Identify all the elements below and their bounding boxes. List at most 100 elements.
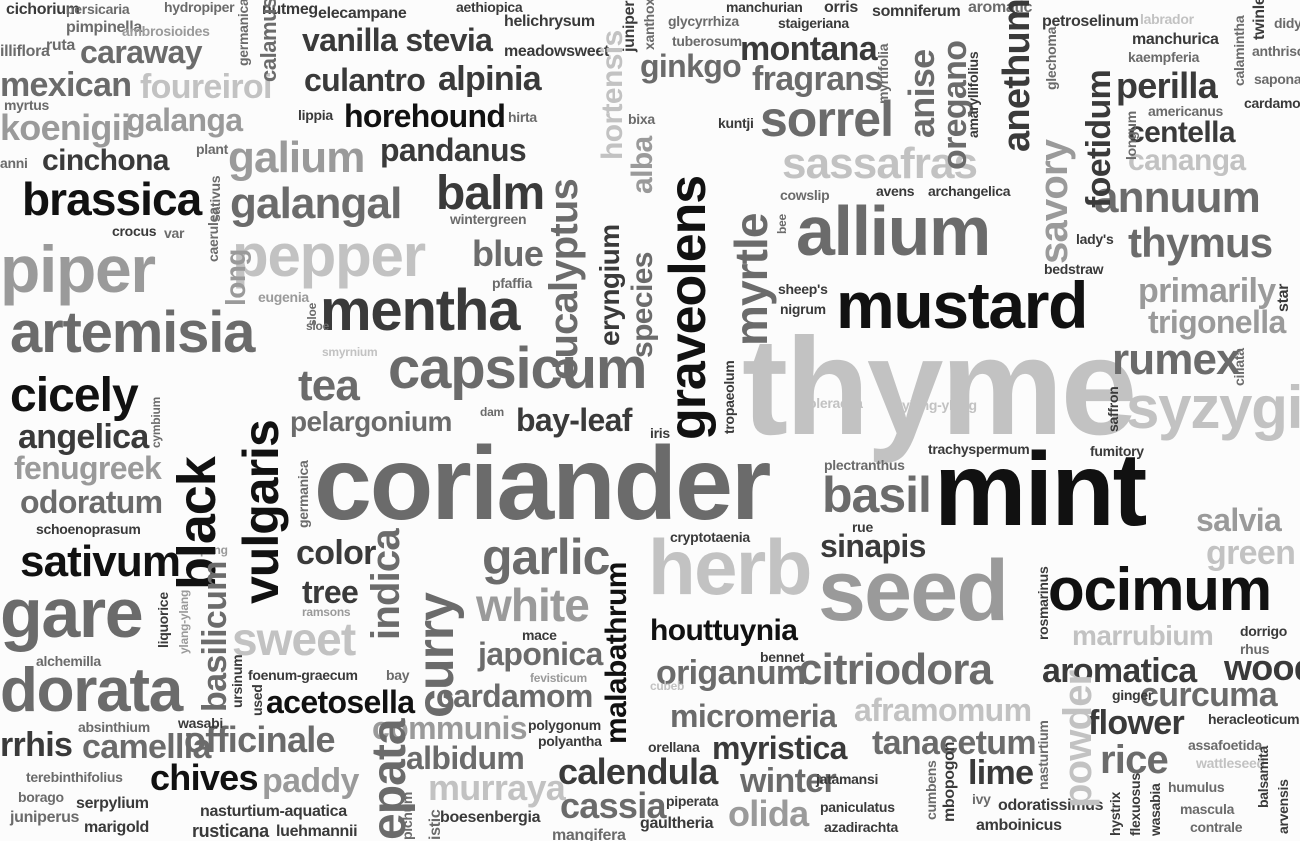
- word-foenum-graecum: foenum-graecum: [248, 667, 358, 683]
- word-angelica: angelica: [18, 418, 149, 456]
- word-galanga: galanga: [126, 102, 243, 138]
- word-cardamomum: cardamomum: [1244, 95, 1300, 111]
- word-balsamita: balsamita: [1255, 745, 1271, 808]
- word-nasturtium-aquatica: nasturtium-aquatica: [200, 803, 347, 820]
- word-alba: alba: [626, 136, 659, 194]
- word-culantro: culantro: [304, 62, 426, 98]
- word-tuberosum: tuberosum: [672, 33, 742, 49]
- word-rhus: rhus: [1240, 641, 1270, 657]
- word-pichum: pichum: [399, 791, 415, 840]
- word-pelargonium: pelargonium: [290, 406, 452, 437]
- word-mace: mace: [522, 627, 557, 643]
- word-seed: seed: [818, 543, 1009, 639]
- word-calamintha: calamintha: [1231, 15, 1247, 86]
- word-helichrysum: helichrysum: [504, 13, 595, 30]
- word-capsicum: capsicum: [388, 336, 647, 401]
- word-pimpinella: pimpinella: [66, 19, 142, 36]
- word-twinleaf: twinleaf: [1251, 0, 1268, 40]
- word-flower: flower: [1088, 704, 1185, 742]
- word-bennet: bennet: [760, 649, 805, 665]
- word-saffron: saffron: [1105, 386, 1121, 433]
- word-sorrel: sorrel: [760, 91, 894, 147]
- word-micromeria: micromeria: [670, 698, 837, 734]
- word-pandanus: pandanus: [380, 132, 527, 168]
- word-manchurica: manchurica: [1132, 31, 1219, 48]
- word-contrale: contrale: [1190, 819, 1243, 835]
- word-annuum: annuum: [1094, 173, 1261, 222]
- word-indica: indica: [364, 529, 408, 640]
- word-xanthoxylum: xanthoxylum: [641, 0, 657, 50]
- word-cinchona: cinchona: [42, 144, 169, 177]
- word-rusticana: rusticana: [192, 821, 269, 841]
- word-plectranthus: plectranthus: [824, 457, 905, 473]
- word-var: var: [164, 225, 185, 241]
- word-anethum: anethum: [996, 0, 1038, 152]
- word-brassica: brassica: [22, 173, 202, 225]
- word-tropaeolum: tropaeolum: [721, 360, 737, 434]
- word-syzygi: syzygi: [1126, 374, 1300, 441]
- word-communis: communis: [372, 710, 528, 746]
- word-illiflora: illiflora: [0, 43, 50, 60]
- word-manchurian: manchurian: [726, 0, 803, 15]
- word-somniferum: somniferum: [872, 3, 961, 20]
- word-glycyrrhiza: glycyrrhiza: [668, 13, 739, 29]
- word-cicely: cicely: [10, 369, 139, 422]
- word-istic: istic: [427, 809, 444, 840]
- word-tree: tree: [302, 574, 359, 610]
- word-ginkgo: ginkgo: [640, 48, 742, 84]
- word-ylang-ylang2: ylang-ylang: [902, 397, 977, 413]
- word-ivy: ivy: [972, 791, 991, 807]
- word-mangifera: mangifera: [552, 827, 626, 841]
- word-garlic: garlic: [482, 529, 610, 585]
- word-foetidum: foetidum: [1080, 69, 1118, 208]
- word-ursinum: ursinum: [229, 654, 245, 708]
- word-foureiroi: foureiroi: [140, 68, 272, 106]
- word-myrtus: myrtus: [4, 97, 50, 113]
- word-heracleoticum: heracleoticum: [1208, 711, 1300, 727]
- word-herb: herb: [648, 523, 812, 611]
- word-cryptotaenia: cryptotaenia: [670, 529, 750, 545]
- word-myrtifolia: myrtifolia: [875, 43, 891, 104]
- word-luehmannii: luehmannii: [276, 823, 358, 840]
- word-basilicum: basilicum: [196, 561, 234, 712]
- word-terebinthifolius: terebinthifolius: [26, 769, 123, 785]
- word-odoratum: odoratum: [20, 484, 163, 520]
- word-aethiopica: aethiopica: [456, 0, 523, 15]
- word-germanica: germanica: [295, 460, 311, 528]
- word-mbopogon: mbopogon: [941, 741, 958, 822]
- word-centella: centella: [1128, 116, 1236, 149]
- word-liquorice: liquorice: [155, 592, 171, 648]
- word-dorrigo: dorrigo: [1240, 623, 1288, 639]
- word-myristica: myristica: [712, 730, 847, 766]
- word-bixa: bixa: [628, 111, 655, 127]
- word-ruta: ruta: [46, 37, 75, 54]
- word-chives: chives: [150, 757, 258, 798]
- word-rrhis: rrhis: [0, 726, 73, 764]
- word-mint: mint: [934, 432, 1147, 548]
- word-pepper: pepper: [232, 222, 426, 289]
- word-lippia: lippia: [298, 107, 333, 123]
- word-wintergreen: wintergreen: [450, 211, 527, 227]
- word-didymus: didymus: [1274, 15, 1300, 31]
- word-polygonum: polygonum: [528, 717, 601, 733]
- word-officinale: officinale: [184, 719, 336, 760]
- word-rice: rice: [1100, 738, 1169, 782]
- word-azadirachta: azadirachta: [824, 819, 898, 835]
- word-ramsons: ramsons: [302, 605, 351, 619]
- word-origanum: origanum: [656, 654, 806, 692]
- word-powder: powder: [1056, 670, 1100, 808]
- word-eucalyptus: eucalyptus: [542, 179, 586, 380]
- word-caraway: caraway: [80, 34, 202, 70]
- word-anise: anise: [901, 49, 942, 138]
- word-odoratissimus: odoratissimus: [998, 797, 1104, 814]
- word-marigold: marigold: [84, 819, 150, 836]
- word-schoenoprasum: schoenoprasum: [36, 521, 141, 537]
- word-eugenia: eugenia: [258, 289, 309, 305]
- word-alpinia: alpinia: [438, 60, 542, 98]
- word-wood: wood: [1224, 647, 1300, 688]
- word-graveolens: graveolens: [659, 175, 717, 440]
- word-savory: savory: [1032, 139, 1076, 264]
- word-curry: curry: [407, 593, 465, 718]
- word-wasabi: wasabi: [178, 715, 224, 731]
- word-gare: gare: [0, 574, 144, 652]
